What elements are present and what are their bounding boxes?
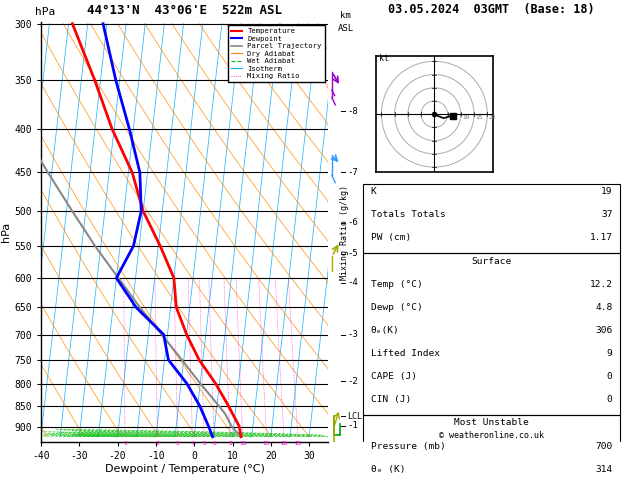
Text: Dewp (°C): Dewp (°C)	[370, 303, 423, 312]
Y-axis label: hPa: hPa	[1, 222, 11, 242]
Text: Surface: Surface	[472, 257, 511, 265]
Text: 9: 9	[607, 349, 613, 358]
Text: 3: 3	[175, 441, 179, 446]
Text: hPa: hPa	[35, 7, 55, 17]
Text: 15: 15	[476, 116, 483, 121]
Text: θₑ (K): θₑ (K)	[370, 465, 405, 474]
Text: 5: 5	[203, 441, 206, 446]
Text: -5: -5	[347, 249, 358, 259]
Text: 0: 0	[607, 372, 613, 381]
Text: 8: 8	[228, 441, 232, 446]
Bar	[363, 253, 620, 415]
Text: -6: -6	[347, 218, 358, 227]
Text: 20: 20	[281, 441, 287, 446]
Text: Totals Totals: Totals Totals	[370, 210, 445, 219]
Text: CIN (J): CIN (J)	[370, 395, 411, 404]
Text: CAPE (J): CAPE (J)	[370, 372, 416, 381]
Text: 0: 0	[607, 395, 613, 404]
X-axis label: Dewpoint / Temperature (°C): Dewpoint / Temperature (°C)	[104, 464, 265, 474]
Text: Temp (°C): Temp (°C)	[370, 279, 423, 289]
Text: 25: 25	[294, 441, 301, 446]
Bar	[363, 184, 620, 253]
Text: PW (cm): PW (cm)	[370, 233, 411, 243]
Text: 4.8: 4.8	[595, 303, 613, 312]
Text: 2: 2	[155, 441, 159, 446]
Text: 1.17: 1.17	[589, 233, 613, 243]
Text: 15: 15	[263, 441, 270, 446]
Text: Pressure (mb): Pressure (mb)	[370, 441, 445, 451]
Text: 1: 1	[123, 441, 127, 446]
Text: 44°13'N  43°06'E  522m ASL: 44°13'N 43°06'E 522m ASL	[87, 4, 282, 17]
Text: 314: 314	[595, 465, 613, 474]
Text: θₑ(K): θₑ(K)	[370, 326, 399, 335]
Legend: Temperature, Dewpoint, Parcel Trajectory, Dry Adiabat, Wet Adiabat, Isotherm, Mi: Temperature, Dewpoint, Parcel Trajectory…	[228, 25, 325, 82]
Text: km: km	[340, 11, 351, 20]
Bar	[363, 415, 620, 486]
Text: 6: 6	[212, 441, 216, 446]
Text: Lifted Index: Lifted Index	[370, 349, 440, 358]
Text: Most Unstable: Most Unstable	[454, 418, 529, 427]
Text: 700: 700	[595, 441, 613, 451]
Text: -4: -4	[347, 278, 358, 287]
Text: 03.05.2024  03GMT  (Base: 18): 03.05.2024 03GMT (Base: 18)	[388, 3, 595, 16]
Text: 20: 20	[489, 116, 496, 121]
Text: ASL: ASL	[338, 24, 353, 33]
Text: 37: 37	[601, 210, 613, 219]
Text: -7: -7	[347, 168, 358, 177]
Text: -1: -1	[347, 421, 358, 431]
Text: 12.2: 12.2	[589, 279, 613, 289]
Text: kt: kt	[379, 54, 389, 63]
Text: 19: 19	[601, 187, 613, 196]
Text: 10: 10	[239, 441, 247, 446]
Text: 10: 10	[462, 116, 470, 121]
Text: © weatheronline.co.uk: © weatheronline.co.uk	[439, 431, 544, 440]
Text: LCL: LCL	[347, 412, 362, 421]
Text: 306: 306	[595, 326, 613, 335]
Text: 5: 5	[449, 116, 453, 121]
Text: -8: -8	[347, 107, 358, 116]
Text: 4: 4	[191, 441, 194, 446]
Text: K: K	[370, 187, 376, 196]
Text: -2: -2	[347, 377, 358, 386]
Text: -3: -3	[347, 330, 358, 339]
Text: Mixing Ratio (g/kg): Mixing Ratio (g/kg)	[340, 185, 348, 279]
